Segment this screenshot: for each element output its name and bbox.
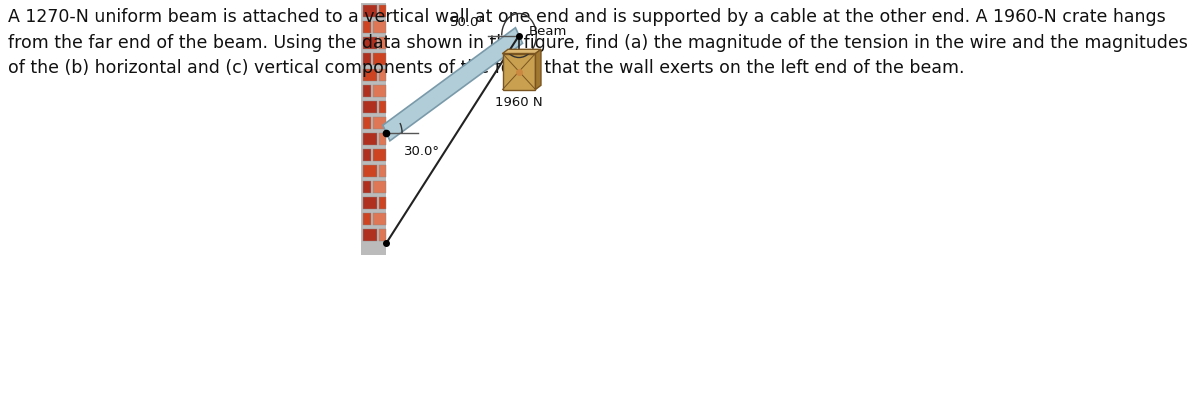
Bar <box>362 133 377 145</box>
Bar <box>362 117 371 129</box>
Bar <box>362 229 377 241</box>
Bar <box>378 165 386 177</box>
Bar <box>362 197 377 209</box>
Bar <box>503 53 535 90</box>
Text: 50.0°: 50.0° <box>450 16 486 29</box>
Text: 30.0°: 30.0° <box>403 145 439 158</box>
Bar <box>362 149 371 161</box>
Bar <box>373 181 386 193</box>
Bar <box>362 213 371 225</box>
Bar <box>362 181 371 193</box>
Bar <box>362 37 377 49</box>
Polygon shape <box>383 28 522 141</box>
Bar <box>373 117 386 129</box>
Polygon shape <box>535 49 541 90</box>
Bar <box>378 101 386 113</box>
Text: Beam: Beam <box>528 25 566 38</box>
Bar <box>378 5 386 17</box>
Bar <box>361 3 386 255</box>
Text: 1960 N: 1960 N <box>496 96 542 109</box>
Bar <box>362 21 371 33</box>
Bar <box>373 21 386 33</box>
Bar <box>378 133 386 145</box>
Bar <box>362 101 377 113</box>
Bar <box>378 69 386 81</box>
Bar <box>373 213 386 225</box>
Bar <box>362 5 377 17</box>
Polygon shape <box>503 49 541 53</box>
Bar <box>362 85 371 97</box>
Bar <box>378 197 386 209</box>
Bar <box>373 53 386 65</box>
Bar <box>362 53 371 65</box>
Bar <box>362 165 377 177</box>
Bar <box>378 229 386 241</box>
Text: A 1270-N uniform beam is attached to a vertical wall at one end and is supported: A 1270-N uniform beam is attached to a v… <box>8 8 1188 77</box>
Bar <box>378 37 386 49</box>
Bar <box>373 85 386 97</box>
Bar <box>373 149 386 161</box>
Bar <box>362 69 377 81</box>
